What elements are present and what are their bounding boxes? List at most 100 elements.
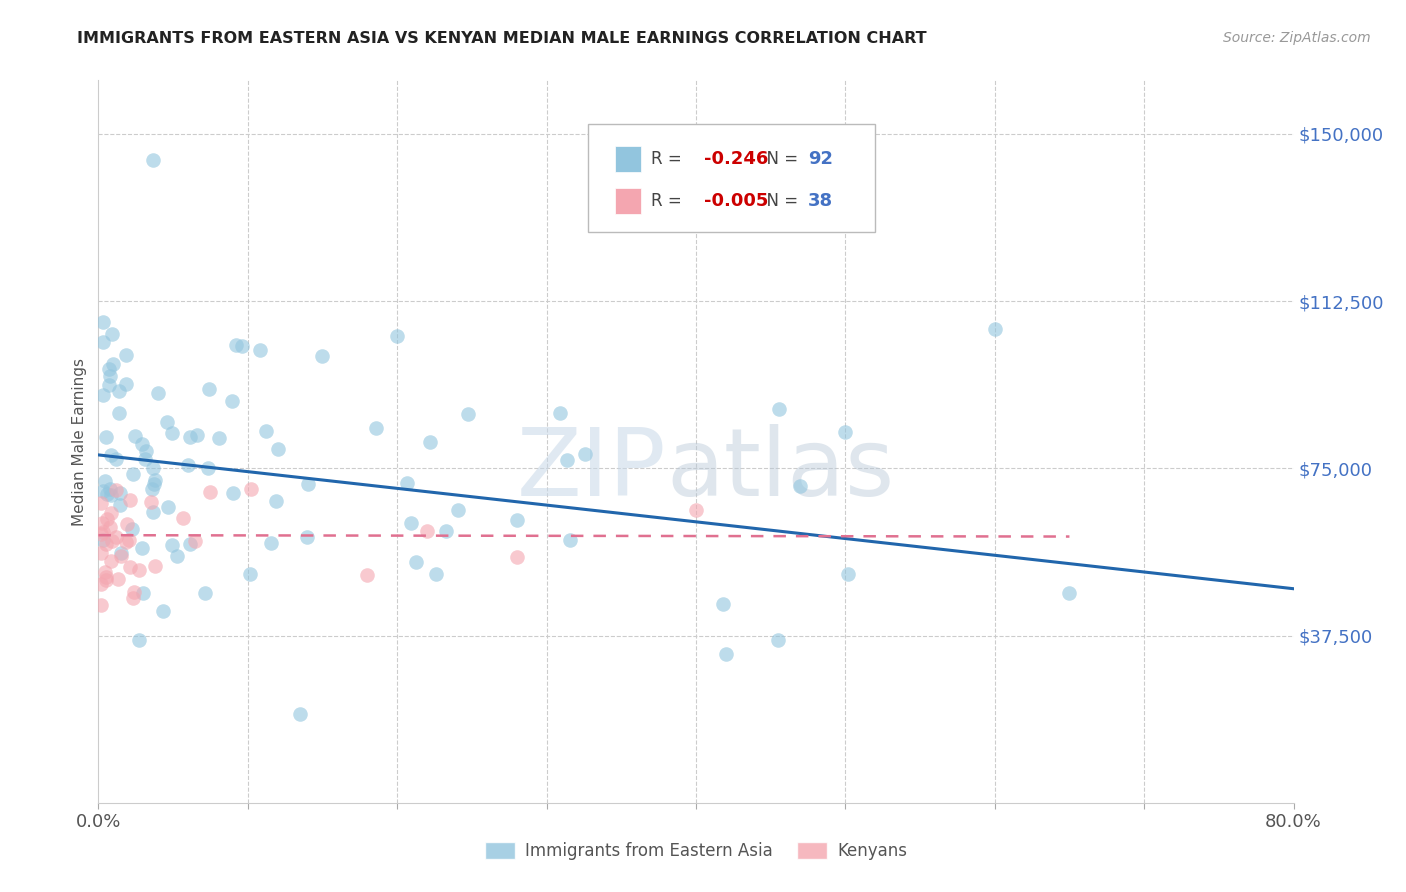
Point [574, 447, 596, 461]
Point [90, 577, 112, 591]
Point [555, 453, 578, 467]
Point [984, 322, 1007, 336]
Point [110, 546, 132, 560]
Point [128, 632, 150, 647]
Point [91, 533, 114, 547]
Point [146, 386, 169, 401]
Point [143, 473, 166, 487]
Point [110, 549, 132, 564]
Text: R =: R = [651, 193, 686, 211]
Text: ZIP: ZIP [516, 425, 666, 516]
Point [94, 569, 117, 583]
Point [108, 498, 131, 512]
Point [142, 505, 165, 519]
Point [93, 475, 115, 489]
Point [90, 546, 112, 560]
Point [162, 425, 184, 440]
FancyBboxPatch shape [614, 188, 641, 214]
Point [101, 357, 124, 371]
Point [122, 584, 145, 599]
Point [90, 527, 112, 541]
Point [714, 647, 737, 661]
Point [93, 565, 115, 579]
Point [90, 598, 112, 612]
Point [143, 559, 166, 574]
Point [90, 516, 112, 531]
Point [124, 429, 146, 443]
Point [221, 394, 243, 409]
Point [100, 368, 122, 383]
Point [166, 549, 188, 564]
Point [105, 483, 128, 498]
Point [122, 467, 145, 481]
Point [260, 536, 283, 550]
Point [207, 431, 229, 445]
Point [134, 452, 156, 467]
Point [118, 560, 141, 574]
Point [395, 475, 418, 490]
Point [105, 451, 128, 466]
Point [198, 484, 221, 499]
Point [1059, 585, 1081, 599]
Point [115, 376, 138, 391]
Point [100, 506, 122, 520]
Point [101, 534, 124, 549]
Point [264, 493, 287, 508]
Point [114, 348, 136, 362]
Point [121, 522, 143, 536]
Point [240, 482, 263, 496]
Point [100, 554, 122, 568]
Point [405, 555, 427, 569]
Point [132, 586, 155, 600]
Point [96, 487, 118, 501]
Point [186, 428, 208, 442]
Point [768, 633, 790, 648]
Point [249, 343, 271, 357]
Point [768, 402, 790, 417]
FancyBboxPatch shape [589, 124, 875, 232]
Point [91, 483, 114, 498]
Point [128, 564, 150, 578]
Point [96, 429, 118, 443]
Point [96, 573, 118, 587]
Text: -0.005: -0.005 [704, 193, 769, 211]
Point [560, 533, 582, 547]
Point [91, 525, 114, 540]
Point [131, 437, 153, 451]
Point [267, 442, 290, 456]
Point [141, 482, 163, 496]
Point [197, 460, 219, 475]
Point [711, 597, 734, 611]
Point [356, 568, 378, 582]
Point [100, 488, 122, 502]
Point [225, 338, 247, 352]
Point [506, 513, 529, 527]
Point [98, 482, 121, 496]
Point [108, 405, 131, 419]
Text: atlas: atlas [666, 425, 894, 516]
Point [91, 388, 114, 402]
Point [118, 492, 141, 507]
Point [115, 517, 138, 532]
Point [789, 478, 811, 492]
Point [90, 495, 112, 509]
Text: IMMIGRANTS FROM EASTERN ASIA VS KENYAN MEDIAN MALE EARNINGS CORRELATION CHART: IMMIGRANTS FROM EASTERN ASIA VS KENYAN M… [77, 31, 927, 46]
Text: 38: 38 [808, 193, 834, 211]
Point [457, 407, 479, 421]
Point [385, 329, 408, 343]
Point [98, 520, 121, 534]
Point [685, 503, 707, 517]
Point [108, 384, 131, 398]
Point [179, 537, 201, 551]
Point [834, 425, 856, 440]
Point [311, 349, 333, 363]
Point [364, 421, 387, 435]
Point [297, 476, 319, 491]
Point [197, 382, 219, 396]
Point [135, 444, 157, 458]
Point [97, 362, 120, 376]
Point [131, 541, 153, 556]
Point [837, 566, 859, 581]
Point [91, 315, 114, 329]
Text: 92: 92 [808, 150, 834, 168]
